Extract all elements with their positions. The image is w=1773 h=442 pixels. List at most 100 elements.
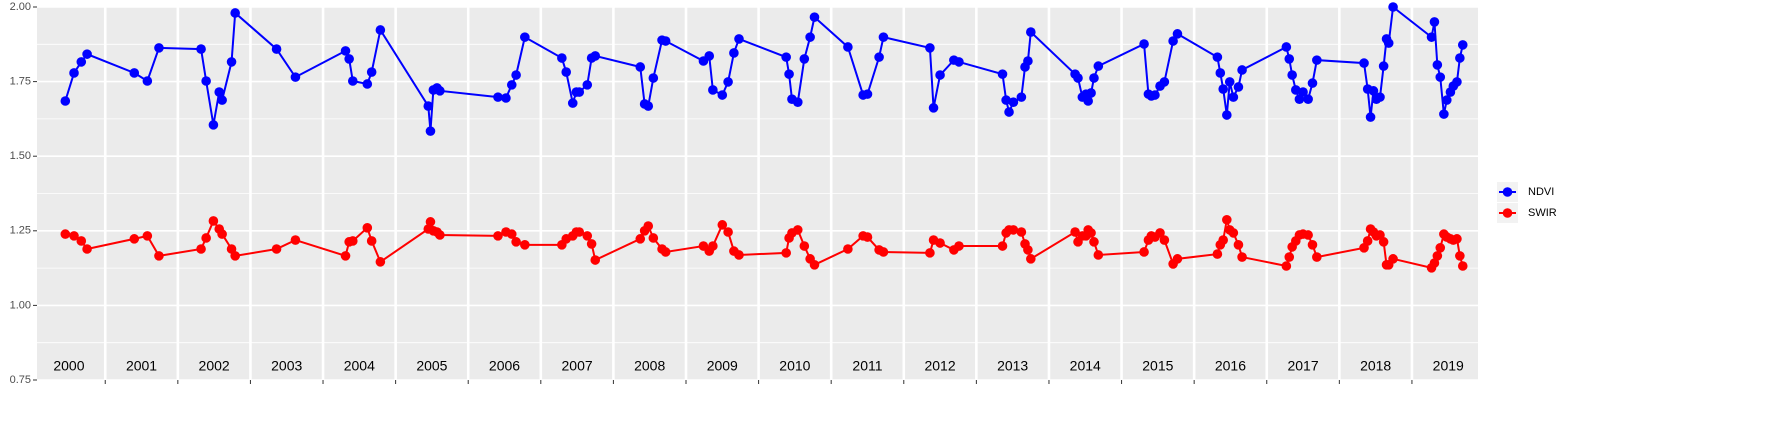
data-point [1378, 61, 1389, 71]
data-point [717, 220, 728, 230]
data-point [1155, 228, 1165, 238]
data-point [1218, 84, 1228, 94]
data-point [435, 86, 445, 96]
data-point [567, 98, 578, 108]
data-point [925, 248, 935, 258]
data-point [1215, 68, 1226, 78]
data-point [208, 120, 219, 130]
data-point [1139, 247, 1149, 257]
data-point [1222, 214, 1232, 225]
data-point [792, 225, 803, 235]
y-tick-label: 1.75 [10, 76, 31, 88]
data-point [1086, 228, 1096, 238]
data-point [708, 241, 718, 251]
data-point [1172, 254, 1183, 264]
data-point [1435, 243, 1446, 253]
data-point [69, 68, 79, 78]
data-point [1312, 55, 1322, 65]
data-point [1222, 110, 1232, 120]
data-point [717, 90, 728, 100]
data-point [1233, 82, 1244, 92]
data-point [723, 77, 733, 87]
data-point [935, 238, 945, 248]
data-point [217, 95, 227, 105]
data-point [1457, 40, 1468, 50]
data-point [1307, 78, 1318, 88]
data-point [1172, 29, 1183, 39]
year-label: 2015 [1142, 358, 1173, 374]
data-point [1237, 65, 1247, 75]
data-point [878, 247, 889, 257]
data-point [648, 233, 659, 243]
data-point [362, 79, 373, 89]
data-point [1281, 261, 1292, 271]
data-point [1368, 86, 1379, 96]
data-point [557, 53, 567, 63]
data-point [230, 8, 240, 18]
data-point [1457, 261, 1468, 271]
data-point [347, 76, 358, 86]
data-point [928, 103, 939, 113]
data-point [1435, 72, 1446, 82]
y-tick-label: 1.25 [10, 225, 31, 237]
year-label: 2007 [562, 358, 593, 374]
data-point [511, 237, 521, 247]
data-point [1008, 97, 1019, 107]
data-point [723, 227, 733, 237]
data-point [76, 236, 87, 246]
data-point [196, 44, 206, 54]
data-point [423, 101, 434, 111]
data-point [1026, 254, 1036, 264]
data-point [1375, 92, 1385, 102]
data-point [1284, 54, 1295, 64]
year-label: 2000 [53, 358, 84, 374]
data-point [809, 12, 820, 22]
data-point [862, 89, 873, 99]
data-point [805, 32, 815, 42]
data-point [1441, 95, 1452, 105]
data-point [214, 87, 225, 97]
data-point [1432, 251, 1443, 261]
data-point [217, 229, 227, 239]
data-point [660, 36, 671, 46]
data-point [574, 87, 585, 97]
data-point [1287, 70, 1297, 80]
data-point [925, 43, 935, 53]
data-point [82, 244, 92, 254]
data-point [1388, 2, 1398, 12]
data-point [1294, 94, 1305, 105]
year-label: 2013 [997, 358, 1028, 374]
data-point [201, 233, 211, 243]
data-point [843, 244, 853, 254]
data-point [362, 223, 373, 233]
data-point [506, 80, 517, 90]
data-point [1023, 56, 1033, 66]
year-label: 2019 [1433, 358, 1464, 374]
data-point [1083, 96, 1093, 106]
year-label: 2017 [1287, 358, 1318, 374]
data-point [344, 54, 354, 64]
data-point [208, 216, 219, 226]
year-label: 2003 [271, 358, 302, 374]
data-point [425, 217, 436, 227]
data-point [1452, 234, 1462, 244]
data-point [643, 221, 654, 231]
y-tick-label: 0.75 [10, 374, 31, 386]
data-point [781, 52, 791, 62]
data-point [1004, 107, 1014, 117]
data-point [1312, 252, 1322, 262]
data-point [1093, 61, 1104, 71]
legend-label: NDVI [1528, 186, 1554, 198]
data-point [1290, 85, 1301, 95]
data-point [590, 255, 601, 265]
data-point [582, 80, 593, 90]
data-point [935, 70, 945, 80]
data-point [1432, 60, 1443, 70]
data-point [1303, 230, 1313, 240]
data-point [1026, 27, 1036, 37]
legend-label: SWIR [1528, 207, 1557, 219]
data-point [1452, 77, 1462, 87]
year-label: 2009 [707, 358, 738, 374]
data-point [1303, 94, 1313, 105]
data-point [366, 67, 377, 77]
